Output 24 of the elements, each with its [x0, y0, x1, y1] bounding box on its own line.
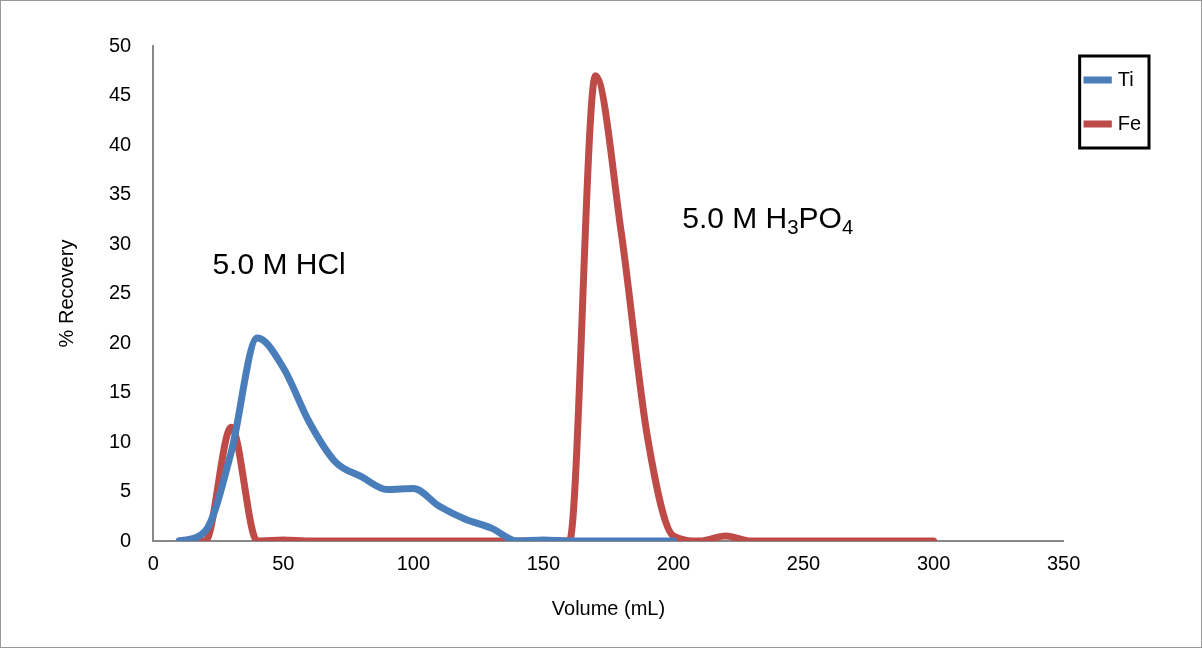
y-tick-label: 30: [109, 231, 132, 254]
x-axis-title: Volume (mL): [551, 596, 666, 619]
legend-label: Fe: [1117, 111, 1141, 134]
y-tick-label: 0: [120, 528, 132, 551]
y-tick-label: 20: [109, 330, 132, 353]
y-tick-label: 10: [109, 429, 132, 452]
y-tick-label: 35: [109, 182, 132, 205]
y-tick-label: 40: [109, 132, 132, 155]
x-tick-label: 100: [396, 551, 431, 574]
legend-label: Ti: [1117, 67, 1134, 90]
x-tick-label: 150: [526, 551, 561, 574]
x-tick-label: 50: [272, 551, 295, 574]
y-tick-label: 45: [109, 83, 132, 106]
y-axis-title: % Recovery: [54, 239, 77, 348]
x-tick-label: 350: [1046, 551, 1081, 574]
annotation: 5.0 M HCl: [212, 246, 346, 280]
y-tick-label: 15: [109, 380, 132, 403]
x-tick-label: 0: [147, 551, 159, 574]
y-tick-label: 25: [109, 281, 132, 304]
x-tick-label: 300: [916, 551, 951, 574]
x-tick-label: 250: [786, 551, 821, 574]
y-tick-label: 50: [109, 33, 132, 56]
y-tick-label: 5: [120, 479, 132, 502]
x-tick-label: 200: [656, 551, 691, 574]
